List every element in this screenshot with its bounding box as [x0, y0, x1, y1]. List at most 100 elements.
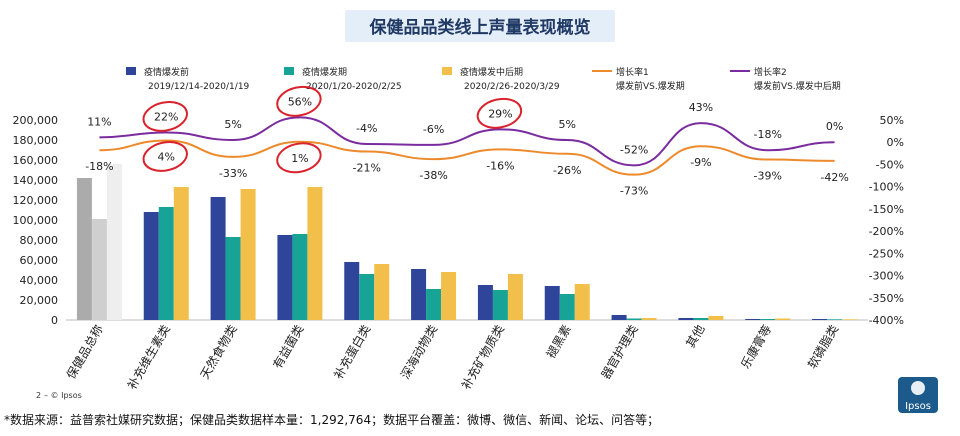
x-tick-label: 有益菌类 [270, 323, 306, 372]
highlight-circle [142, 141, 188, 172]
bar [626, 318, 642, 320]
legend-label: 疫情爆发中后期 [460, 66, 523, 78]
bar [492, 290, 508, 320]
page-number: 2 [36, 391, 41, 400]
y-left-tick-label: 160,000 [13, 154, 59, 167]
bar [678, 318, 694, 320]
bar [842, 319, 858, 320]
ipsos-logo-mark [911, 381, 925, 395]
legend-sublabel: 2020/2/26-2020/3/29 [464, 82, 560, 92]
legend-swatch [126, 67, 136, 75]
source-note: *数据来源：益普索社媒研究数据；保健品类数据样本量：1,292,764；数据平台… [4, 412, 659, 427]
y-right-tick-label: -250% [869, 247, 904, 260]
line-data-label: 1% [291, 152, 308, 165]
bar [426, 289, 442, 320]
highlight-circle [276, 142, 322, 174]
line-data-label: -18% [85, 160, 113, 173]
bar [240, 189, 256, 320]
line-data-label: -33% [219, 167, 247, 180]
bar [277, 235, 293, 320]
bar [641, 318, 657, 320]
bar [812, 319, 828, 320]
y-right-tick-label: 0% [887, 136, 904, 149]
y-left-tick-label: 120,000 [13, 194, 59, 207]
bar [611, 315, 627, 320]
y-right-tick-label: -200% [869, 225, 904, 238]
legend: 疫情爆发前 2019/12/14-2020/1/19 疫情爆发期 2020/1/20-… [126, 66, 841, 92]
line-data-label: -4% [356, 122, 377, 135]
legend-swatch [442, 67, 452, 75]
y-right-tick-label: -150% [869, 203, 904, 216]
line-data-label: -39% [754, 170, 782, 183]
x-tick-label: 其他 [683, 323, 707, 351]
x-tick-label: 软磷脂类 [804, 322, 841, 371]
legend-sublabel: 爆发前VS.爆发期 [616, 80, 685, 92]
bar [344, 262, 360, 320]
bar [693, 318, 709, 320]
y-right-tick-label: -100% [869, 181, 904, 194]
bar [760, 319, 776, 320]
line-data-label: 29% [488, 107, 512, 120]
line-series-2 [99, 116, 835, 167]
highlight-circle [276, 85, 322, 117]
x-tick-label: 褪黑素 [543, 322, 574, 361]
bar [411, 269, 427, 320]
y-right-tick-label: -50% [876, 158, 904, 171]
bar-group [76, 164, 858, 320]
x-tick-label: 天然食物类 [197, 322, 240, 381]
bar [827, 319, 843, 320]
bar [106, 164, 122, 320]
title-area: 保健品品类线上声量表现概览 [345, 10, 615, 42]
legend-label: 疫情爆发期 [302, 66, 347, 78]
line-data-label: -6% [423, 123, 444, 136]
chart-title: 保健品品类线上声量表现概览 [369, 17, 591, 38]
y-right-tick-label: -300% [869, 270, 904, 283]
line-data-label: 11% [87, 115, 111, 128]
y-left-tick-label: 40,000 [20, 274, 59, 287]
y-left-tick-label: 100,000 [13, 214, 59, 227]
bar [158, 207, 174, 320]
bar [507, 274, 523, 320]
y-left-tick-label: 60,000 [20, 254, 59, 267]
bar [559, 294, 575, 320]
bar [292, 234, 308, 320]
legend-sublabel: 2020/1/20-2020/2/25 [306, 82, 402, 92]
line-data-label: -26% [553, 164, 581, 177]
legend-swatch [284, 67, 294, 75]
line-data-label: 56% [288, 95, 312, 108]
legend-sublabel: 爆发前VS.爆发中后期 [754, 80, 841, 92]
y-left-tick-label: 200,000 [13, 114, 59, 127]
ipsos-logo-text: Ipsos [905, 401, 931, 412]
line-data-label: -9% [690, 156, 711, 169]
bar [374, 264, 390, 320]
x-tick-label: 深海动物类 [397, 322, 440, 381]
bar [143, 212, 159, 320]
x-tick-label: 器官护理类 [598, 322, 641, 381]
x-tick-label: 补充维生素类 [124, 322, 173, 392]
line-data-label: 0% [826, 120, 843, 133]
y-left-tick-label: 80,000 [20, 234, 59, 247]
x-tick-label: 补充蛋白类 [330, 322, 373, 381]
x-tick-label: 乐康膏等 [737, 322, 774, 371]
bar [775, 318, 791, 320]
line-data-label: 5% [559, 118, 576, 131]
bar [745, 319, 761, 320]
line-data-label: -21% [353, 162, 381, 175]
line-data-label: -42% [820, 171, 848, 184]
bar [544, 286, 560, 320]
bar [574, 284, 590, 320]
legend-label: 增长率2 [754, 66, 787, 78]
y-axis-right: -400% -350% -300% -250% -200% -150% -100% -50% 0… [869, 114, 904, 327]
line-data-label: -73% [620, 185, 648, 198]
bar [359, 274, 375, 320]
bar [225, 237, 241, 320]
legend-label: 疫情爆发前 [144, 66, 189, 78]
highlight-circle [142, 101, 188, 132]
bar [173, 187, 189, 320]
line-data-label: 22% [154, 110, 178, 123]
title-banner [345, 10, 615, 42]
highlight-circles [142, 85, 523, 174]
line-series-1 [99, 139, 835, 176]
